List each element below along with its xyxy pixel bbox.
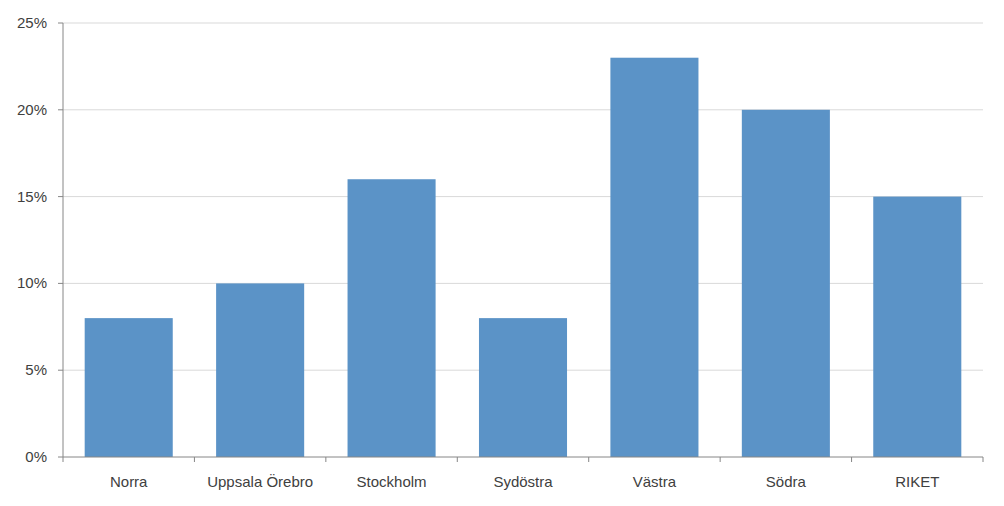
y-tick xyxy=(58,109,63,110)
x-tick-label: Uppsala Örebro xyxy=(207,473,313,490)
y-tick-label: 15% xyxy=(17,188,47,205)
x-tick xyxy=(325,457,326,462)
bar xyxy=(85,318,173,457)
y-tick xyxy=(58,283,63,284)
grid-line xyxy=(63,23,983,24)
bar xyxy=(348,179,436,457)
y-tick-label: 5% xyxy=(25,361,47,378)
bar xyxy=(479,318,567,457)
x-axis xyxy=(63,457,983,458)
bar xyxy=(610,58,698,457)
x-tick xyxy=(588,457,589,462)
grid-line xyxy=(63,109,983,110)
bars xyxy=(85,58,962,457)
x-tick xyxy=(457,457,458,462)
y-axis xyxy=(63,23,64,457)
grid-line xyxy=(63,196,983,197)
x-tick-label: Västra xyxy=(633,473,677,490)
x-tick xyxy=(983,457,984,462)
x-tick-label: Norra xyxy=(110,473,148,490)
x-tick xyxy=(851,457,852,462)
x-tick xyxy=(194,457,195,462)
y-tick xyxy=(58,23,63,24)
x-tick xyxy=(63,457,64,462)
bar xyxy=(873,197,961,457)
y-tick-label: 25% xyxy=(17,14,47,31)
bar xyxy=(216,283,304,457)
y-tick xyxy=(58,370,63,371)
y-tick-label: 20% xyxy=(17,101,47,118)
chart-container: 0% 5% 10% 15% 20% 25% Norra Uppsala Örebro Stock… xyxy=(0,0,1004,506)
y-tick xyxy=(58,457,63,458)
chart-svg: 0% 5% 10% 15% 20% 25% Norra Uppsala Örebro Stock… xyxy=(0,0,1004,506)
y-tick-label: 0% xyxy=(25,448,47,465)
x-tick xyxy=(720,457,721,462)
y-tick-label: 10% xyxy=(17,274,47,291)
grid-line xyxy=(63,283,983,284)
x-tick-label: Södra xyxy=(766,473,807,490)
x-tick-label: Stockholm xyxy=(357,473,427,490)
x-tick-label: RIKET xyxy=(895,473,939,490)
y-tick xyxy=(58,196,63,197)
x-tick-label: Sydöstra xyxy=(493,473,553,490)
bar xyxy=(742,110,830,457)
